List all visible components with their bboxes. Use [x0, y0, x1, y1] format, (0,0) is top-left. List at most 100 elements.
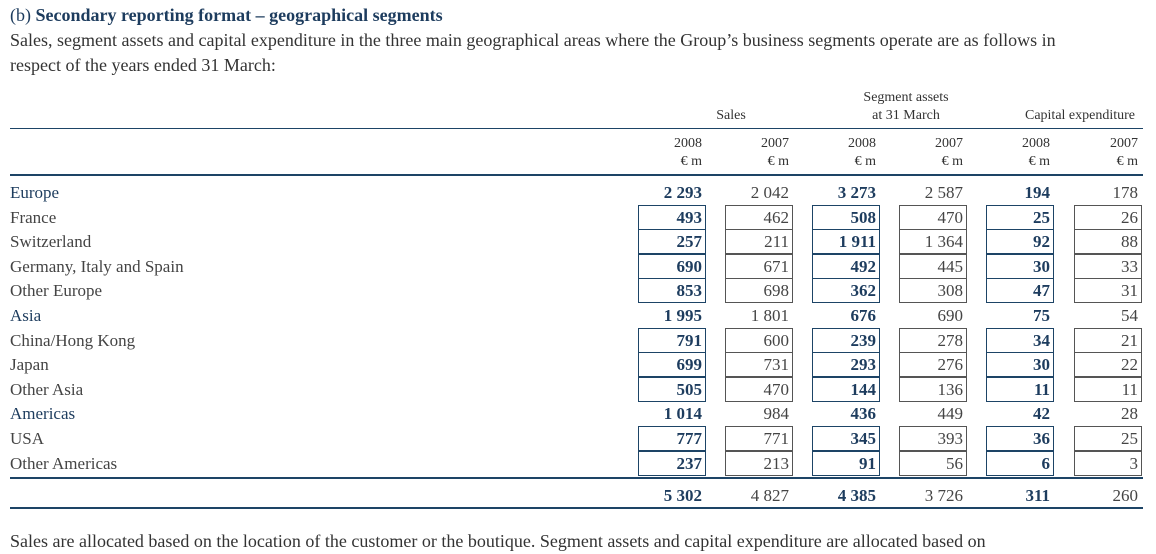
- cell-box: [725, 229, 793, 255]
- cell-box: [812, 278, 880, 304]
- cell-box: [638, 278, 706, 304]
- cell-value: 671: [763, 256, 790, 276]
- cell-value: 211: [764, 232, 789, 252]
- cell-box: [638, 352, 706, 378]
- cell-value: 1 801: [750, 306, 789, 325]
- cell-value: 11: [1033, 379, 1050, 399]
- cell-value: 33: [1121, 256, 1138, 276]
- cell-value: 91: [859, 453, 876, 473]
- cell-box: [1074, 426, 1142, 452]
- cell-box: [899, 327, 967, 353]
- cell-value: 144: [850, 379, 877, 399]
- cell-value: 2 042: [750, 183, 789, 202]
- column-header: € m: [941, 154, 963, 169]
- intro: Sales, segment assets and capital expend…: [10, 30, 1056, 75]
- rule: [10, 128, 1143, 129]
- country-label: USA: [10, 429, 45, 448]
- cell-value: 5 302: [663, 486, 702, 505]
- cell-value: 3: [1129, 453, 1139, 473]
- cell-box: [1074, 327, 1142, 353]
- column-header: 2008: [848, 136, 876, 151]
- cell-value: 436: [850, 404, 877, 424]
- cell-box: [725, 450, 793, 476]
- cell-box: [986, 278, 1054, 304]
- cell-value: 699: [676, 355, 703, 375]
- cell-box: [986, 229, 1054, 255]
- cell-value: 28: [1121, 404, 1138, 424]
- cell-value: 2 587: [924, 183, 963, 202]
- cell-box: [986, 204, 1054, 230]
- cell-box: [899, 352, 967, 378]
- heading: (b) Secondary reporting format – geograp…: [10, 6, 443, 24]
- cell-box: [1074, 253, 1142, 279]
- cell-box: [1074, 352, 1142, 378]
- cell-value: 11: [1121, 379, 1138, 399]
- cell-box: [812, 450, 880, 476]
- column-header: € m: [767, 154, 789, 169]
- cell-value: 508: [850, 207, 877, 227]
- cell-value: 92: [1033, 232, 1050, 252]
- column-header: 2008: [674, 136, 702, 151]
- cell-value: 470: [763, 379, 790, 399]
- cell-box: [638, 376, 706, 402]
- cell-value: 178: [1112, 183, 1139, 202]
- cell-box: [725, 426, 793, 452]
- cell-value: 136: [937, 379, 964, 399]
- cell-box: [812, 426, 880, 452]
- cell-value: 505: [676, 379, 703, 399]
- cell-box: [1074, 450, 1142, 476]
- group-header: at 31 March: [872, 108, 940, 123]
- cell-box: [638, 229, 706, 255]
- country-label: Germany, Italy and Spain: [10, 256, 184, 276]
- cell-value: 771: [763, 429, 790, 448]
- country-label: Japan: [10, 355, 49, 375]
- column-header: € m: [1028, 154, 1050, 169]
- cell-box: [1074, 204, 1142, 230]
- cell-value: 731: [763, 355, 790, 375]
- cell-box: [812, 204, 880, 230]
- cell-box: [986, 253, 1054, 279]
- cell-value: 47: [1033, 281, 1050, 301]
- cell-value: 445: [937, 256, 964, 276]
- cell-value: 690: [676, 256, 703, 276]
- cell-box: [899, 253, 967, 279]
- column-header: 2007: [1110, 136, 1138, 151]
- cell-value: 278: [937, 330, 964, 350]
- cell-box: [899, 229, 967, 255]
- cell-value: 260: [1112, 486, 1139, 505]
- cell-value: 1 911: [838, 232, 876, 252]
- cell-box: [812, 253, 880, 279]
- cell-value: 492: [850, 256, 877, 276]
- country-label: Other Americas: [10, 453, 118, 473]
- cell-value: 54: [1121, 306, 1138, 325]
- cell-box: [899, 450, 967, 476]
- cell-value: 4 385: [837, 486, 876, 505]
- region-label: Asia: [10, 306, 42, 325]
- cell-value: 237: [676, 453, 703, 473]
- cell-box: [899, 376, 967, 402]
- group-header: Sales: [716, 108, 746, 123]
- cell-value: 362: [850, 281, 877, 301]
- cell-value: 25: [1033, 207, 1050, 227]
- cell-box: [986, 376, 1054, 402]
- cell-value: 1 364: [924, 232, 963, 252]
- cell-value: 462: [763, 207, 790, 227]
- cell-value: 257: [676, 232, 703, 252]
- cell-value: 2 293: [663, 183, 702, 202]
- cell-box: [986, 352, 1054, 378]
- cell-value: 22: [1121, 355, 1138, 375]
- cell-box: [899, 204, 967, 230]
- cell-box: [725, 278, 793, 304]
- rule: [10, 477, 1143, 479]
- region-label: Americas: [10, 404, 76, 424]
- cell-value: 239: [850, 330, 877, 350]
- cell-value: 36: [1033, 429, 1050, 448]
- cell-value: 75: [1033, 306, 1050, 325]
- country-label: France: [10, 207, 57, 227]
- cell-value: 470: [937, 207, 964, 227]
- cell-value: 1 995: [663, 306, 702, 325]
- cell-box: [986, 327, 1054, 353]
- cell-value: 30: [1033, 256, 1050, 276]
- cell-value: 276: [937, 355, 964, 375]
